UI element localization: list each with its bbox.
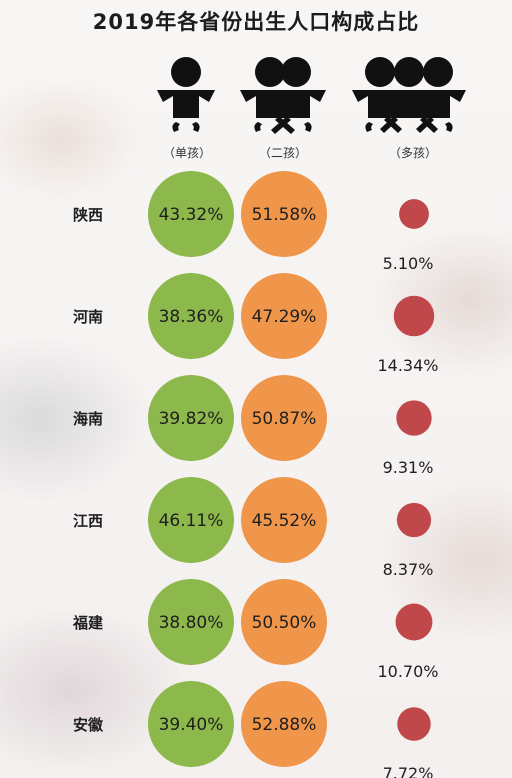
bubble-single [148,171,234,257]
second-child-icon [240,57,326,134]
bubble-multi [397,707,431,741]
bubble-multi [393,295,435,337]
single-child-label: （单孩） [162,146,211,160]
chart-title: 2019年各省份出生人口构成占比 [92,10,420,34]
bubble-multi [399,199,429,229]
second-child-label: （二孩） [258,146,307,160]
province-label: 安徽 [73,716,104,734]
bubble-second [241,171,327,257]
bubble-single [148,375,234,461]
data-label: 45.52% [252,511,317,531]
multi-child-label: （多孩） [388,146,437,160]
bubble-single [148,681,234,767]
data-label: 51.58% [252,205,317,225]
province-label: 江西 [73,512,103,530]
data-label: 50.87% [252,409,317,429]
multi-child-icon [352,57,466,133]
bubble-single [148,579,234,665]
data-label: 8.37% [383,560,434,579]
data-label: 39.40% [159,715,224,735]
province-label: 福建 [72,614,104,632]
data-label: 9.31% [383,458,434,477]
data-label: 10.70% [377,662,438,681]
bubble-second [241,681,327,767]
bubble-second [241,477,327,563]
data-label: 47.29% [252,307,317,327]
bubble-single [148,477,234,563]
data-label: 43.32% [159,205,224,225]
data-label: 38.36% [159,307,224,327]
province-label: 陕西 [73,206,103,224]
bubble-multi [395,603,433,641]
province-label: 海南 [73,410,103,428]
bubble-multi [396,502,432,538]
data-label: 14.34% [377,356,438,375]
province-label: 河南 [73,308,103,326]
bubble-second [241,273,327,359]
bubble-single [148,273,234,359]
data-label: 7.72% [383,764,434,778]
bubble-second [241,579,327,665]
data-label: 5.10% [383,254,434,273]
single-child-icon [157,57,215,132]
data-label: 39.82% [159,409,224,429]
data-label: 52.88% [252,715,317,735]
bubble-second [241,375,327,461]
data-label: 46.11% [159,511,224,531]
data-label: 38.80% [159,613,224,633]
bubble-multi [396,400,432,436]
data-label: 50.50% [252,613,317,633]
